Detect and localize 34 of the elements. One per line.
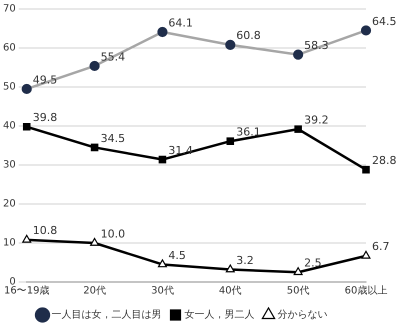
y-tick-label: 10 <box>2 238 16 249</box>
data-label: 60.8 <box>236 29 261 42</box>
x-tick-label: 50代 <box>286 286 310 297</box>
y-tick-label: 20 <box>2 198 16 210</box>
x-tick-label: 60歳以上 <box>344 284 388 297</box>
x-tick-label: 40代 <box>218 286 242 297</box>
data-label: 64.5 <box>372 14 396 28</box>
y-tick-label: 70 <box>2 4 16 15</box>
data-label: 2.5 <box>304 256 322 270</box>
y-tick-label: 30 <box>2 160 16 171</box>
data-label: 36.1 <box>236 126 261 139</box>
data-label: 64.1 <box>168 16 193 30</box>
data-label: 31.4 <box>168 144 193 157</box>
y-tick-label: 40 <box>2 120 16 132</box>
legend-label: 女一人，男二人 <box>184 308 254 321</box>
data-label: 39.8 <box>32 111 58 124</box>
x-tick-label: 16〜19歳 <box>4 284 50 297</box>
y-tick-label: 60 <box>2 42 16 54</box>
data-label: 28.8 <box>372 154 396 168</box>
data-label: 10.0 <box>100 227 126 240</box>
legend-label: 一人目は女，二人目は男 <box>52 308 162 321</box>
data-label: 55.4 <box>100 50 126 64</box>
x-tick-label: 30代 <box>151 286 174 297</box>
data-label: 10.8 <box>32 224 58 238</box>
data-label: 58.3 <box>304 38 329 52</box>
legend-label: 分からない <box>278 308 328 321</box>
data-label: 34.5 <box>100 132 126 145</box>
data-label: 3.2 <box>236 254 254 267</box>
data-label: 4.5 <box>168 248 186 262</box>
data-label: 39.2 <box>304 113 329 126</box>
data-label: 49.5 <box>32 73 58 86</box>
x-tick-label: 20代 <box>83 286 106 297</box>
y-tick-label: 50 <box>2 82 16 93</box>
data-label: 6.7 <box>372 240 390 254</box>
